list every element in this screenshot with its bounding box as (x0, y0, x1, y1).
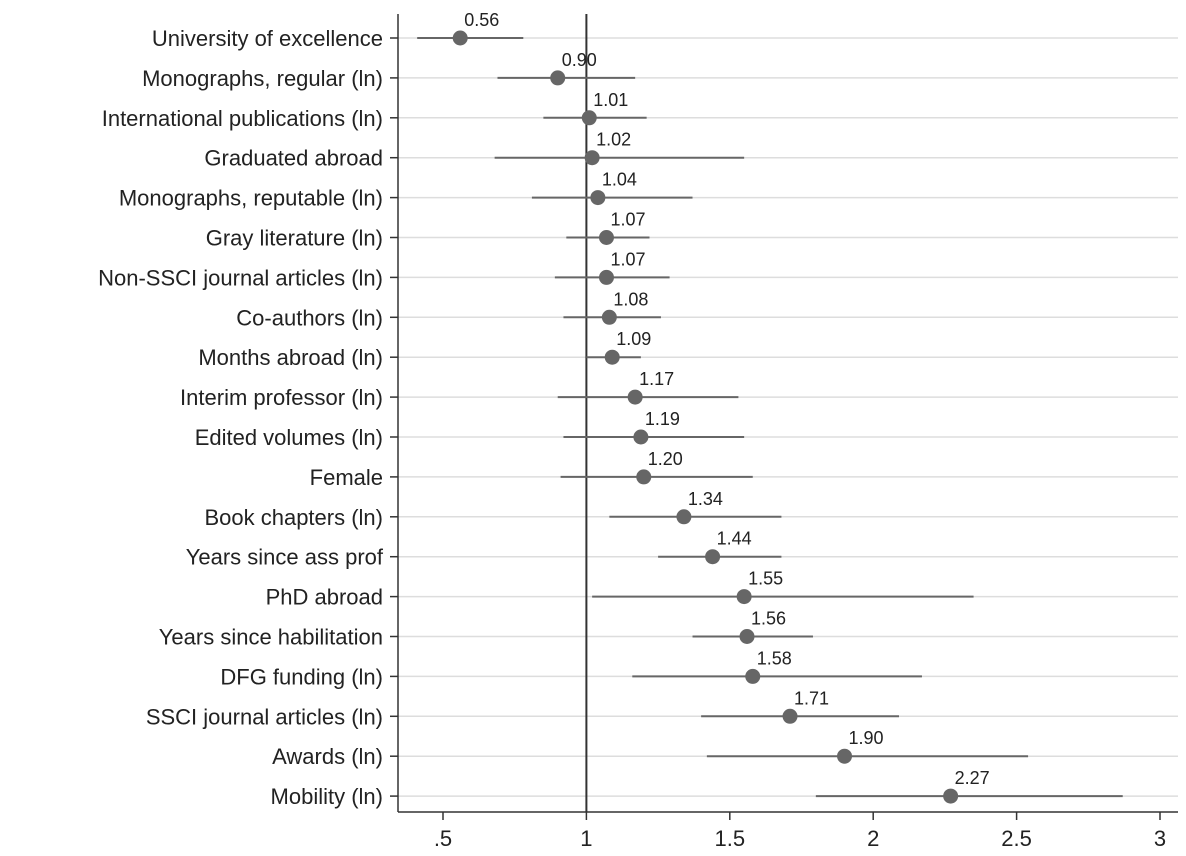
point-marker (581, 110, 597, 126)
point-estimates (452, 30, 959, 804)
point-marker (739, 629, 755, 644)
value-label: 0.90 (562, 50, 597, 70)
value-label: 1.44 (717, 529, 752, 549)
axes (390, 14, 1178, 820)
point-marker (705, 549, 721, 565)
point-marker (627, 389, 643, 405)
category-label: Book chapters (ln) (204, 505, 383, 530)
category-label: Female (310, 465, 383, 490)
value-label: 1.20 (648, 449, 683, 469)
x-tick-label: 3 (1154, 826, 1166, 851)
value-label: 1.19 (645, 409, 680, 429)
value-label: 0.56 (464, 10, 499, 30)
category-label: Non-SSCI journal articles (ln) (98, 265, 383, 290)
value-label: 1.07 (610, 249, 645, 269)
point-marker (598, 269, 614, 285)
category-label: International publications (ln) (102, 106, 383, 131)
category-label: Awards (ln) (272, 744, 383, 769)
category-label: Gray literature (ln) (206, 226, 383, 251)
category-label: PhD abroad (266, 585, 383, 610)
point-marker (601, 309, 617, 325)
category-label: Mobility (ln) (271, 784, 383, 809)
point-marker (598, 230, 614, 245)
value-label: 1.55 (748, 569, 783, 589)
point-marker (676, 509, 692, 525)
point-marker (837, 748, 853, 764)
point-marker (584, 150, 600, 166)
x-tick-label: 2 (867, 826, 879, 851)
gridlines (398, 37, 1178, 797)
value-label: 1.01 (593, 90, 628, 110)
point-marker (782, 708, 798, 724)
category-label: Edited volumes (ln) (195, 425, 383, 450)
category-label: Years since habilitation (159, 625, 383, 650)
category-label: University of excellence (152, 26, 383, 51)
value-label: 1.09 (616, 329, 651, 349)
value-label: 1.08 (613, 289, 648, 309)
value-label: 1.56 (751, 609, 786, 629)
category-label: Interim professor (ln) (180, 385, 383, 410)
point-marker (745, 668, 761, 684)
category-label: Years since ass prof (186, 545, 384, 570)
category-label: DFG funding (ln) (220, 664, 383, 689)
category-label: SSCI journal articles (ln) (146, 704, 383, 729)
category-labels: University of excellence Monographs, regu… (98, 26, 384, 809)
category-label: Months abroad (ln) (198, 345, 383, 370)
value-label: 1.02 (596, 130, 631, 150)
category-label: Graduated abroad (204, 146, 383, 171)
value-labels: 0.56 0.90 1.01 1.02 1.04 1.07 1.07 1.08 1.09 1.17… (464, 10, 989, 788)
point-marker (550, 70, 566, 86)
value-label: 1.58 (757, 648, 792, 668)
point-marker (736, 589, 752, 605)
point-marker (633, 429, 649, 445)
point-marker (604, 349, 620, 365)
point-marker (452, 30, 468, 46)
value-label: 1.90 (849, 728, 884, 748)
x-tick-label: 1 (580, 826, 592, 851)
x-tick-labels: .5 1 1.5 2 2.5 3 (434, 826, 1166, 851)
point-marker (943, 788, 959, 804)
value-label: 1.71 (794, 688, 829, 708)
x-tick-label: 1.5 (715, 826, 746, 851)
category-label: Co-authors (ln) (236, 305, 383, 330)
point-marker (636, 469, 652, 485)
x-tick-label: 2.5 (1001, 826, 1032, 851)
confidence-intervals (417, 37, 1123, 798)
value-label: 1.07 (610, 210, 645, 230)
x-tick-label: .5 (434, 826, 452, 851)
category-label: Monographs, regular (ln) (142, 66, 383, 91)
value-label: 2.27 (955, 768, 990, 788)
value-label: 1.34 (688, 489, 723, 509)
category-label: Monographs, reputable (ln) (119, 186, 383, 211)
point-marker (590, 190, 606, 206)
value-label: 1.04 (602, 170, 637, 190)
value-label: 1.17 (639, 369, 674, 389)
